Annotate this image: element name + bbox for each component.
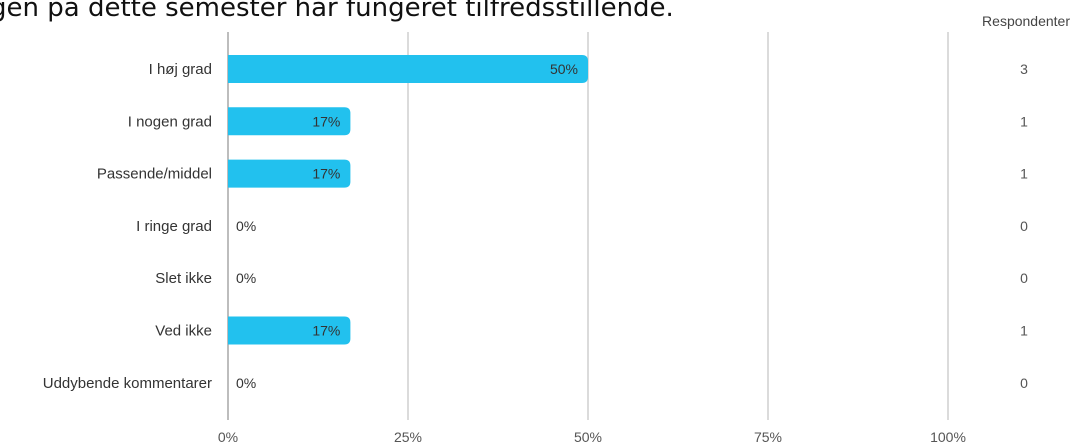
category-label: I høj grad: [149, 61, 212, 78]
value-label: 0%: [236, 218, 256, 234]
value-label: 0%: [236, 375, 256, 391]
x-tick-label: 0%: [218, 429, 238, 445]
x-tick-label: 75%: [754, 429, 782, 445]
respondent-count: 1: [1020, 323, 1028, 339]
labels: 0% 25% 50% 75% 100%I høj grad 50% 3I nogen gra…: [43, 61, 1028, 445]
bar: [228, 107, 351, 136]
value-label: 17%: [312, 113, 340, 129]
category-label: Uddybende kommentarer: [43, 375, 212, 392]
category-label: I nogen grad: [128, 113, 212, 130]
respondent-count: 1: [1020, 113, 1028, 129]
respondent-count: 0: [1020, 270, 1028, 286]
respondent-count: 3: [1020, 61, 1028, 77]
category-label: Ved ikke: [155, 323, 212, 340]
x-tick-label: 100%: [930, 429, 966, 445]
respondent-count: 0: [1020, 375, 1028, 391]
respondent-count: 1: [1020, 166, 1028, 182]
bar: [228, 316, 351, 345]
value-label: 17%: [312, 166, 340, 182]
respondent-count: 0: [1020, 218, 1028, 234]
bar: [228, 55, 588, 83]
value-label: 50%: [550, 61, 578, 77]
chart-title: gen på dette semester har fungeret tilfr…: [0, 0, 674, 23]
bars: [228, 55, 588, 345]
x-tick-label: 25%: [394, 429, 422, 445]
gridlines: [227, 32, 949, 420]
category-label: I ringe grad: [136, 218, 212, 235]
bar: [228, 159, 351, 188]
respondents-header: Respondenter: [982, 13, 1070, 29]
category-label: Passende/middel: [97, 166, 212, 183]
x-tick-label: 50%: [574, 429, 602, 445]
value-label: 17%: [312, 323, 340, 339]
category-label: Slet ikke: [155, 270, 212, 287]
value-label: 0%: [236, 270, 256, 286]
